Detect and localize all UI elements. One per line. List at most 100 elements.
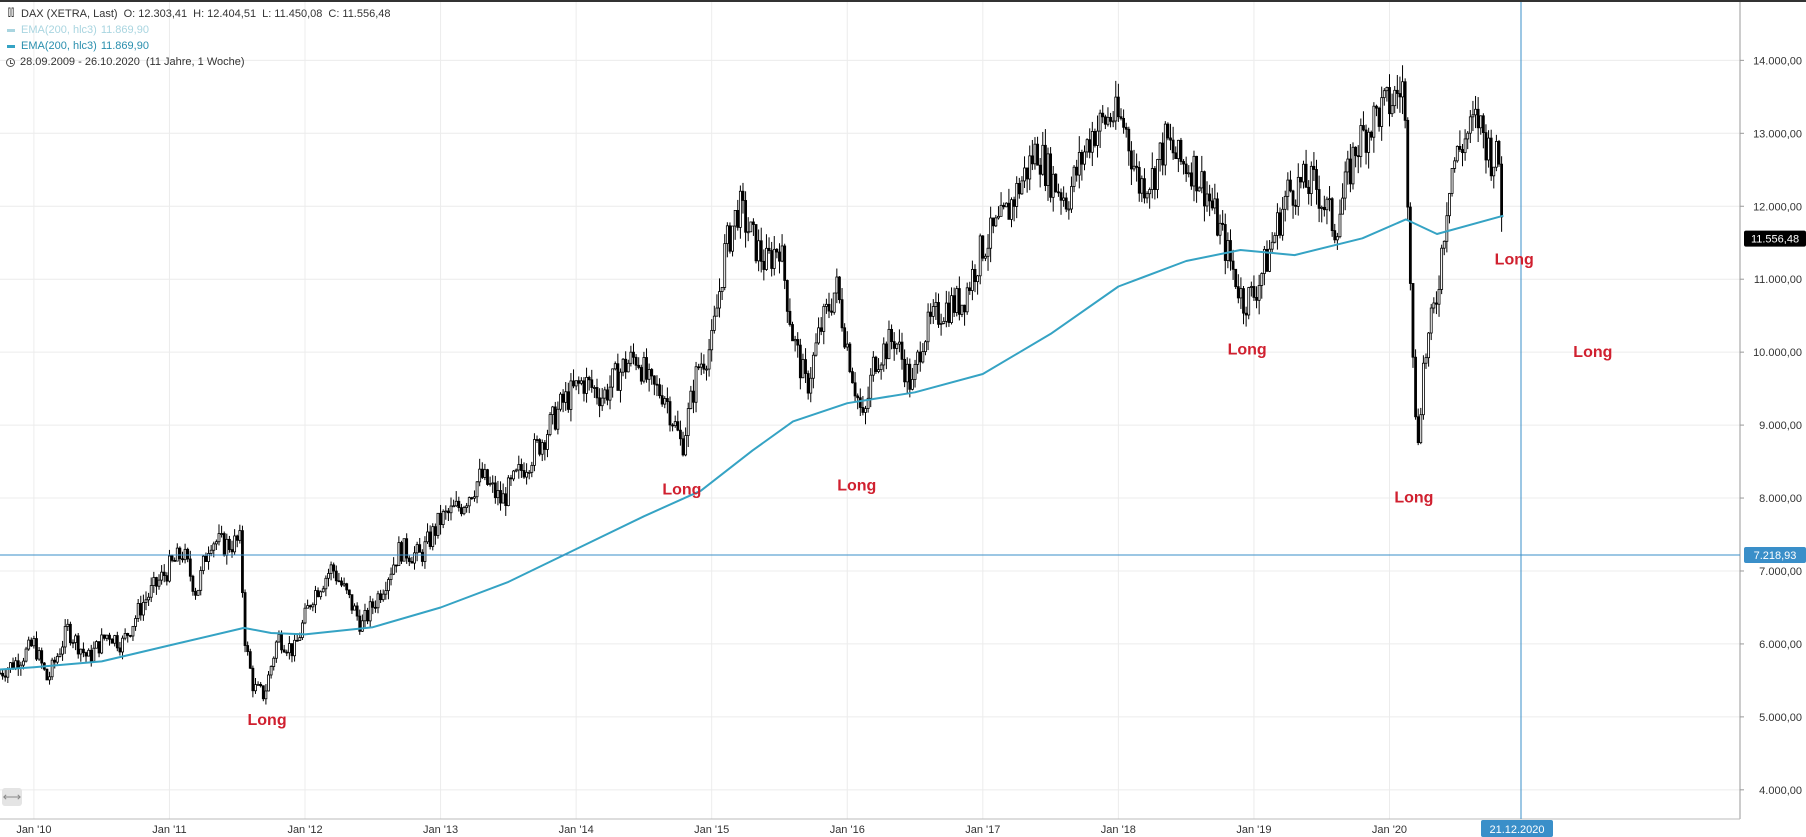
- candle: [793, 335, 797, 352]
- candle: [908, 358, 912, 398]
- candle-body: [1330, 198, 1334, 232]
- candle-body: [791, 324, 794, 342]
- candle: [1059, 188, 1063, 215]
- candle-body: [639, 367, 643, 382]
- candle-body: [632, 351, 635, 358]
- candle: [100, 628, 104, 655]
- candle: [1161, 132, 1165, 176]
- candle: [853, 372, 857, 403]
- candle: [499, 481, 502, 511]
- candle-body: [100, 634, 104, 654]
- candle: [1466, 131, 1470, 150]
- candle: [1195, 155, 1198, 203]
- legend-ema-row[interactable]: EMA(200, hlc3) 11.869,90: [4, 38, 391, 54]
- candle-body: [256, 683, 260, 686]
- candle: [814, 333, 818, 357]
- candle-body: [856, 395, 860, 399]
- candle-body: [105, 634, 109, 639]
- candle-body: [950, 295, 953, 323]
- candle: [757, 229, 761, 272]
- candle-body: [131, 625, 135, 637]
- candle: [561, 389, 565, 413]
- candle: [619, 368, 622, 403]
- candle: [1408, 202, 1412, 291]
- candle-body: [606, 389, 609, 401]
- candle-body: [1075, 166, 1079, 176]
- candle: [1080, 149, 1084, 181]
- legend-ema-faded-row[interactable]: EMA(200, hlc3) 11.869,90: [4, 22, 391, 38]
- candle: [884, 341, 888, 370]
- candle-body: [1072, 166, 1076, 187]
- candle: [918, 341, 922, 372]
- candle: [1252, 275, 1256, 301]
- close-label: C:: [328, 8, 340, 20]
- candle-body: [139, 603, 143, 616]
- candle-body: [754, 224, 758, 262]
- candle: [517, 455, 521, 479]
- candle-body: [301, 622, 304, 638]
- candle-body: [220, 533, 223, 535]
- candle-body: [574, 380, 578, 387]
- candle: [1223, 213, 1227, 275]
- candle-body: [155, 577, 158, 587]
- candle: [1476, 97, 1480, 143]
- candle: [512, 469, 515, 482]
- candle: [1463, 129, 1467, 161]
- candle-body: [1067, 208, 1071, 211]
- candle-body: [1419, 414, 1423, 444]
- candle-body: [272, 657, 276, 667]
- candle-body: [321, 588, 325, 593]
- candle: [1002, 202, 1006, 210]
- candle-body: [861, 407, 865, 413]
- candle-body: [1033, 143, 1037, 165]
- candle: [660, 384, 664, 407]
- candle-body: [446, 510, 450, 514]
- candle-body: [1150, 168, 1154, 190]
- candle: [950, 287, 953, 325]
- candle: [123, 628, 127, 641]
- candle-body: [1268, 248, 1271, 272]
- candle-body: [1080, 152, 1084, 165]
- high-value: 12.404,51: [207, 8, 257, 20]
- candle-body: [55, 656, 59, 663]
- candle-body: [546, 434, 549, 450]
- candle: [384, 581, 388, 600]
- legend-symbol-row: ⫿⫿ DAX (XETRA, Last) O: 12.303,41 H: 12.…: [4, 6, 391, 22]
- candle-body: [439, 512, 442, 526]
- candle: [264, 684, 268, 705]
- candle: [1427, 331, 1431, 367]
- candle-body: [1184, 163, 1188, 174]
- candle: [1445, 202, 1449, 253]
- candle: [679, 420, 682, 446]
- candle: [991, 217, 995, 234]
- candle-body: [634, 356, 638, 366]
- x-tick-label: Jan '10: [16, 824, 51, 836]
- candle: [621, 358, 625, 377]
- candle: [929, 303, 933, 325]
- candle: [1119, 108, 1123, 121]
- candle-body: [994, 217, 998, 227]
- candle-body: [452, 505, 456, 508]
- candle: [1197, 186, 1201, 192]
- candle-body: [1174, 152, 1178, 160]
- candle: [290, 643, 294, 663]
- candle-body: [710, 330, 714, 351]
- candle: [1385, 86, 1389, 102]
- candle-body: [1395, 89, 1399, 94]
- candle: [775, 248, 779, 259]
- candle: [533, 433, 536, 472]
- candle: [155, 576, 158, 595]
- candle-body: [1403, 81, 1407, 121]
- candle: [1307, 180, 1311, 205]
- candle-body: [621, 358, 625, 373]
- candle-body: [1096, 130, 1099, 146]
- double-arrow-icon[interactable]: ⟷: [2, 788, 22, 806]
- candle: [1041, 131, 1045, 176]
- x-tick-label: Jan '12: [287, 824, 322, 836]
- candle-body: [1401, 81, 1404, 98]
- candle-body: [1432, 302, 1436, 309]
- candle: [1375, 104, 1378, 117]
- candle-body: [374, 606, 377, 609]
